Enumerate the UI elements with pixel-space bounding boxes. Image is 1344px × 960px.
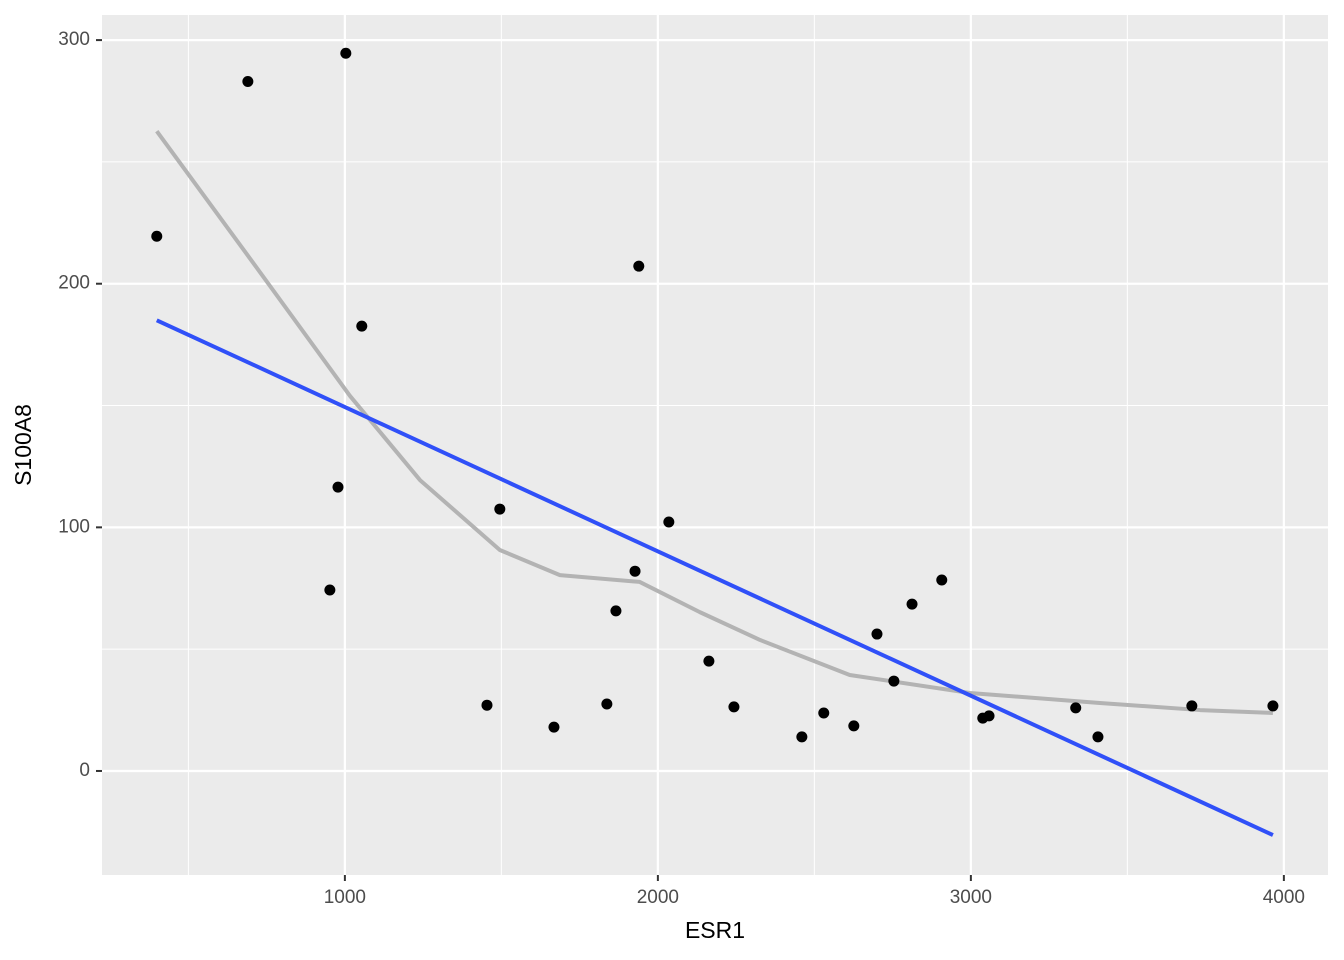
point bbox=[356, 320, 368, 332]
point bbox=[818, 707, 830, 719]
point bbox=[494, 503, 506, 515]
point bbox=[629, 565, 641, 577]
grid bbox=[102, 15, 1328, 875]
point bbox=[151, 230, 163, 242]
x-tick-label: 4000 bbox=[1263, 887, 1305, 908]
x-tick-label: 3000 bbox=[950, 887, 992, 908]
point bbox=[633, 260, 645, 272]
y-tick-label: 300 bbox=[58, 29, 90, 50]
point bbox=[728, 701, 740, 713]
x-axis-title: ESR1 bbox=[685, 917, 745, 943]
point bbox=[242, 76, 254, 88]
point bbox=[601, 698, 613, 710]
point bbox=[481, 699, 493, 711]
point bbox=[663, 516, 675, 528]
panel bbox=[102, 15, 1328, 875]
point bbox=[1070, 702, 1082, 714]
point bbox=[848, 720, 860, 732]
y-tick-label: 0 bbox=[79, 760, 90, 781]
marks bbox=[151, 47, 1279, 837]
y-axis-title: S100A8 bbox=[10, 404, 36, 486]
point bbox=[1186, 700, 1198, 712]
point bbox=[340, 47, 352, 59]
fit-line bbox=[155, 318, 1274, 837]
point bbox=[332, 481, 344, 493]
point bbox=[936, 574, 948, 586]
point bbox=[548, 721, 560, 733]
point bbox=[906, 598, 918, 610]
y-tick-label: 100 bbox=[58, 516, 90, 537]
fit-line bbox=[155, 130, 1273, 715]
point bbox=[983, 710, 995, 722]
x-tick-label: 2000 bbox=[637, 887, 679, 908]
point bbox=[1267, 700, 1279, 712]
x-tick-label: 1000 bbox=[324, 887, 366, 908]
point bbox=[610, 605, 622, 617]
point bbox=[871, 628, 883, 640]
point bbox=[1092, 731, 1104, 743]
point bbox=[888, 675, 900, 687]
point bbox=[796, 731, 808, 743]
point bbox=[324, 584, 336, 596]
y-tick-label: 200 bbox=[58, 273, 90, 294]
point bbox=[703, 655, 715, 667]
